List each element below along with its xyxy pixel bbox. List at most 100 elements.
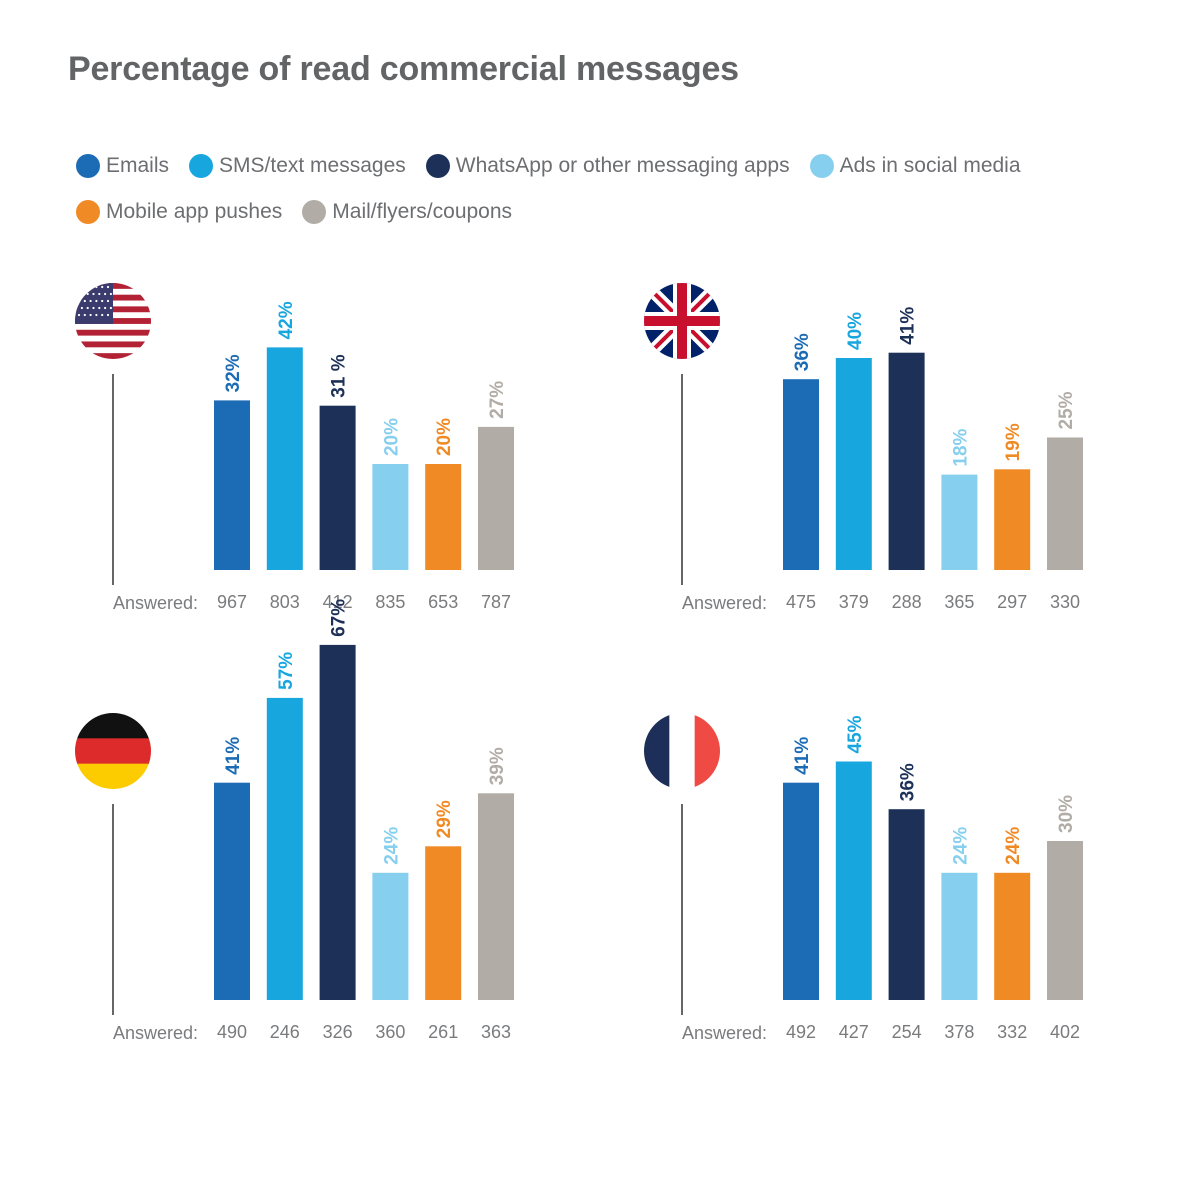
legend-swatch bbox=[189, 154, 214, 178]
legend-item: SMS/text messages bbox=[189, 153, 406, 179]
value-label: 42% bbox=[276, 301, 297, 339]
chart-panel-usa: 32% 967 42% 803 31 % 412 20% 835 20% 653 27% 787 Ans… bbox=[70, 280, 590, 730]
legend-item: WhatsApp or other messaging apps bbox=[425, 153, 790, 179]
chart-panel-germany: 41% 490 57% 246 67% 326 24% 360 29% 261 39% 363 Answ… bbox=[70, 599, 590, 1160]
answered-count: 363 bbox=[481, 1022, 511, 1042]
bar bbox=[994, 469, 1031, 570]
bar bbox=[941, 872, 978, 1000]
legend-label: WhatsApp or other messaging apps bbox=[455, 154, 790, 177]
legend-label: Ads in social media bbox=[839, 154, 1021, 177]
answered-count: 254 bbox=[892, 1022, 922, 1042]
value-label: 40% bbox=[845, 312, 866, 350]
answered-count: 490 bbox=[217, 1022, 247, 1042]
bar bbox=[266, 347, 303, 570]
value-label: 19% bbox=[1003, 423, 1024, 461]
bar bbox=[425, 846, 462, 1000]
bar bbox=[941, 474, 978, 570]
bar bbox=[214, 400, 250, 570]
legend-label: SMS/text messages bbox=[219, 154, 406, 177]
bar bbox=[319, 405, 356, 570]
answered-count: 427 bbox=[839, 1022, 869, 1042]
bar bbox=[372, 464, 409, 570]
answered-label: Answered: bbox=[113, 1023, 199, 1043]
bar bbox=[994, 872, 1031, 1000]
france-flag-icon bbox=[644, 713, 720, 789]
bar bbox=[478, 793, 514, 1000]
bar bbox=[1047, 437, 1083, 570]
bar bbox=[425, 464, 462, 570]
legend-swatch bbox=[809, 154, 834, 178]
germany-flag-icon bbox=[75, 713, 151, 789]
answered-count: 787 bbox=[481, 592, 511, 612]
value-label: 24% bbox=[381, 827, 402, 865]
answered-count: 803 bbox=[270, 592, 300, 612]
value-label: 27% bbox=[487, 381, 508, 419]
answered-label: Answered: bbox=[682, 1023, 768, 1043]
value-label: 36% bbox=[898, 763, 919, 801]
legend-swatch bbox=[302, 200, 327, 224]
bar bbox=[783, 379, 819, 570]
bar bbox=[888, 809, 925, 1000]
legend-swatch bbox=[425, 154, 450, 178]
value-label: 20% bbox=[434, 418, 455, 456]
answered-label: Answered: bbox=[113, 593, 199, 613]
legend-label: Mobile app pushes bbox=[106, 200, 283, 223]
value-label: 67% bbox=[329, 599, 350, 637]
chart-title: Percentage of read commercial messages bbox=[68, 50, 739, 88]
value-label: 25% bbox=[1056, 391, 1077, 429]
value-label: 39% bbox=[487, 747, 508, 785]
answered-count: 332 bbox=[997, 1022, 1027, 1042]
bar-chart-svg: 32% 967 42% 803 31 % 412 20% 835 20% 653 27% 787 bbox=[75, 283, 514, 612]
legend-label: Emails bbox=[106, 154, 170, 177]
bar bbox=[214, 782, 250, 1000]
answered-count: 365 bbox=[944, 592, 974, 612]
answered-count: 379 bbox=[839, 592, 869, 612]
value-label: 24% bbox=[950, 827, 971, 865]
value-label: 32% bbox=[223, 354, 244, 392]
value-label: 41% bbox=[223, 737, 244, 775]
answered-count: 492 bbox=[786, 1022, 816, 1042]
chart-panel-france: 41% 492 45% 427 36% 254 24% 378 24% 332 30% 402 Answ… bbox=[639, 710, 1159, 1160]
bar bbox=[266, 697, 303, 1000]
bar-chart-svg: 36% 475 40% 379 41% 288 18% 365 19% 297 25% 330 bbox=[644, 283, 1083, 612]
legend-label: Mail/flyers/coupons bbox=[332, 200, 513, 223]
legend-swatch bbox=[76, 200, 100, 224]
answered-count: 412 bbox=[323, 592, 353, 612]
bar-chart-svg: 41% 492 45% 427 36% 254 24% 378 24% 332 30% 402 bbox=[644, 713, 1083, 1042]
value-label: 30% bbox=[1056, 795, 1077, 833]
bar bbox=[1047, 841, 1083, 1000]
answered-count: 297 bbox=[997, 592, 1027, 612]
chart-panel-uk: 36% 475 40% 379 41% 288 18% 365 19% 297 25% 330 Answ… bbox=[639, 280, 1159, 730]
value-label: 41% bbox=[898, 307, 919, 345]
bar bbox=[478, 426, 514, 570]
answered-count: 326 bbox=[323, 1022, 353, 1042]
answered-count: 246 bbox=[270, 1022, 300, 1042]
bar bbox=[835, 358, 872, 570]
answered-count: 653 bbox=[428, 592, 458, 612]
value-label: 18% bbox=[950, 428, 971, 466]
value-label: 41% bbox=[792, 737, 813, 775]
value-label: 31 % bbox=[329, 354, 350, 397]
answered-count: 360 bbox=[375, 1022, 405, 1042]
bar bbox=[783, 782, 819, 1000]
legend-item: Mail/flyers/coupons bbox=[302, 199, 512, 225]
bar-chart-svg: 41% 490 57% 246 67% 326 24% 360 29% 261 39% 363 bbox=[75, 599, 514, 1042]
answered-count: 288 bbox=[892, 592, 922, 612]
legend-swatch bbox=[76, 154, 100, 178]
value-label: 57% bbox=[276, 652, 297, 690]
answered-count: 330 bbox=[1050, 592, 1080, 612]
answered-count: 378 bbox=[944, 1022, 974, 1042]
answered-count: 967 bbox=[217, 592, 247, 612]
bar bbox=[888, 352, 925, 570]
value-label: 45% bbox=[845, 715, 866, 753]
usa-flag-icon bbox=[75, 283, 151, 359]
bar bbox=[319, 644, 356, 1000]
value-label: 24% bbox=[1003, 827, 1024, 865]
answered-count: 475 bbox=[786, 592, 816, 612]
uk-flag-icon bbox=[644, 283, 720, 359]
legend-item: Mobile app pushes bbox=[76, 199, 282, 225]
answered-count: 402 bbox=[1050, 1022, 1080, 1042]
value-label: 20% bbox=[381, 418, 402, 456]
chart-legend: Emails SMS/text messages WhatsApp or other… bbox=[76, 153, 1156, 225]
answered-label: Answered: bbox=[682, 593, 768, 613]
